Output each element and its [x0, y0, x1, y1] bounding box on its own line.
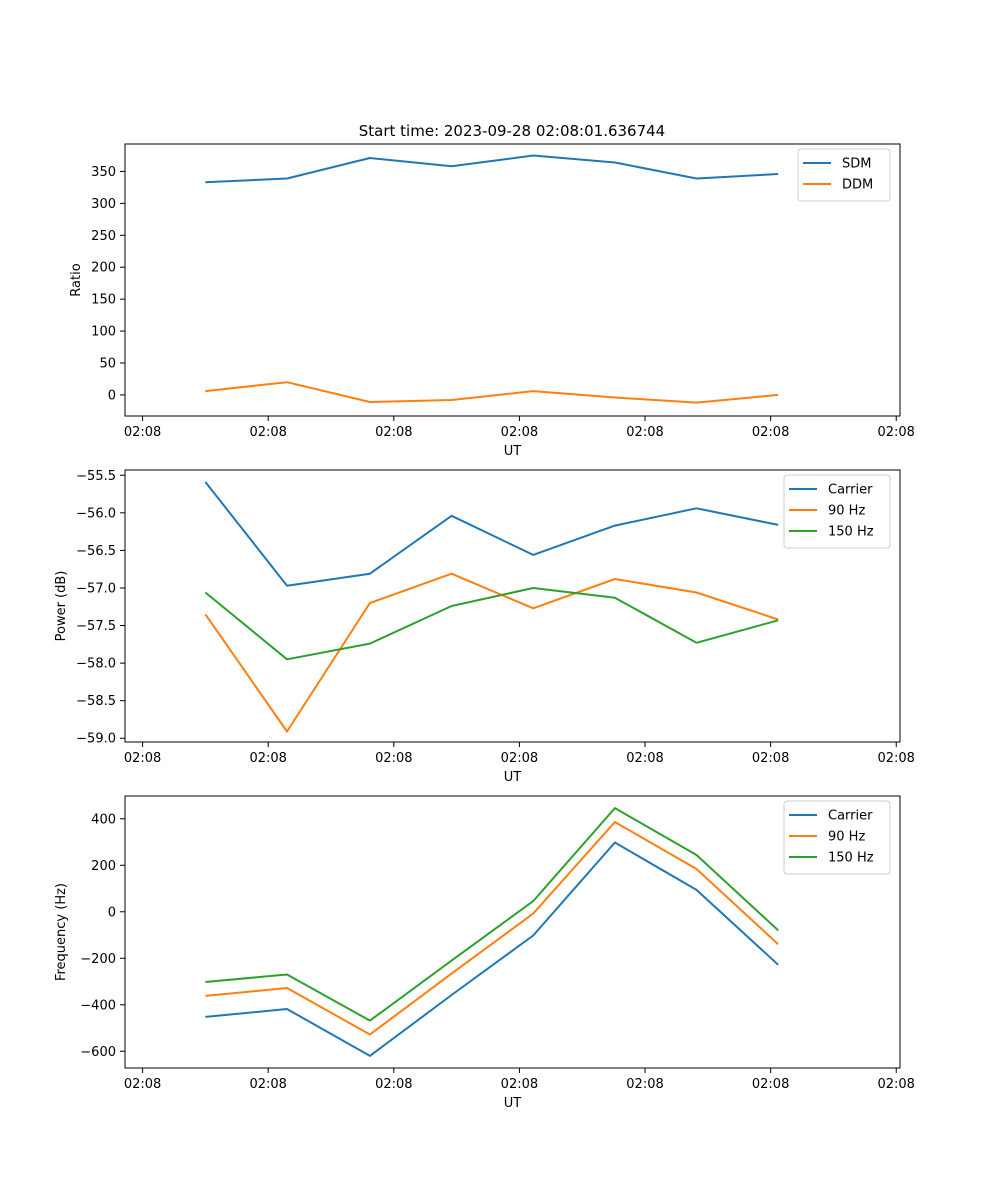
frequency-x-axis-label: UT	[504, 1096, 522, 1111]
power-y-tick-label: −57.0	[76, 581, 116, 596]
power-x-tick-label: 02:08	[877, 751, 914, 766]
power-y-tick-label: −57.5	[76, 619, 116, 634]
ratio-x-tick-label: 02:08	[752, 425, 789, 440]
frequency-y-tick-label: 0	[108, 905, 116, 920]
frequency-legend-label: 90 Hz	[828, 830, 865, 845]
frequency-y-axis-label: Frequency (Hz)	[54, 883, 69, 981]
frequency-panel: 02:0802:0802:0802:0802:0802:0802:0802:09…	[54, 795, 915, 1111]
ratio-series-line-ddm	[205, 381, 779, 404]
ratio-y-tick-label: 100	[91, 325, 116, 340]
frequency-legend-box	[783, 800, 891, 875]
frequency-x-tick-label: 02:08	[124, 1077, 161, 1092]
ratio-x-tick-label: 02:08	[375, 425, 412, 440]
frequency-y-tick-label: −600	[80, 1045, 116, 1060]
power-series-line-150-hz	[204, 587, 779, 661]
power-y-tick-label: −55.5	[76, 469, 116, 484]
frequency-y-tick-label: 400	[91, 812, 116, 827]
ratio-legend-label: DDM	[842, 178, 873, 193]
frequency-legend-label: 150 Hz	[828, 851, 874, 866]
power-y-tick-label: −59.0	[76, 732, 116, 747]
frequency-series-line-150-hz	[205, 807, 779, 1022]
power-x-axis-label: UT	[504, 770, 522, 785]
ratio-legend-label: SDM	[842, 157, 871, 172]
frequency-series-line-90-hz	[205, 821, 779, 1036]
power-x-tick-label: 02:08	[375, 751, 412, 766]
ratio-y-tick-label: 250	[91, 229, 116, 244]
frequency-axes-frame	[124, 795, 901, 1069]
power-y-tick-label: −58.5	[76, 694, 116, 709]
ratio-x-axis-label: UT	[504, 444, 522, 459]
ratio-axes-frame	[124, 143, 901, 417]
frequency-x-tick-label: 02:08	[877, 1077, 914, 1092]
power-series-line-carrier	[204, 481, 779, 587]
power-series-line-90-hz	[204, 572, 779, 733]
ratio-y-axis-label: Ratio	[69, 263, 84, 296]
frequency-series-line-carrier	[205, 841, 779, 1057]
ratio-panel: 02:0802:0802:0802:0802:0802:0802:0802:09…	[69, 143, 915, 459]
ratio-x-tick-label: 02:08	[501, 425, 538, 440]
frequency-x-tick-label: 02:08	[501, 1077, 538, 1092]
frequency-x-tick-label: 02:08	[375, 1077, 412, 1092]
power-legend-box	[783, 474, 891, 549]
ratio-y-tick-label: 200	[91, 261, 116, 276]
power-x-tick-label: 02:08	[501, 751, 538, 766]
ratio-y-tick-label: 350	[91, 165, 116, 180]
power-legend-label: Carrier	[828, 483, 873, 498]
ratio-y-tick-label: 150	[91, 293, 116, 308]
power-legend-label: 150 Hz	[828, 525, 874, 540]
frequency-x-tick-label: 02:08	[249, 1077, 286, 1092]
power-axes-frame	[124, 469, 901, 743]
frequency-x-tick-label: 02:08	[626, 1077, 663, 1092]
power-y-tick-label: −58.0	[76, 657, 116, 672]
power-y-tick-label: −56.0	[76, 506, 116, 521]
frequency-y-tick-label: 200	[91, 859, 116, 874]
power-x-tick-label: 02:08	[626, 751, 663, 766]
power-x-tick-label: 02:08	[752, 751, 789, 766]
power-legend-label: 90 Hz	[828, 504, 865, 519]
frequency-y-tick-label: −400	[80, 998, 116, 1013]
ratio-y-tick-label: 0	[108, 388, 116, 403]
ratio-x-tick-label: 02:08	[877, 425, 914, 440]
ratio-series-line-sdm	[205, 154, 779, 184]
frequency-legend: Carrier 90 Hz 150 Hz	[783, 800, 891, 875]
ratio-legend: SDM DDM	[797, 148, 891, 202]
ratio-y-tick-label: 50	[99, 357, 116, 372]
ratio-y-tick-label: 300	[91, 197, 116, 212]
ratio-x-tick-label: 02:08	[626, 425, 663, 440]
frequency-legend-label: Carrier	[828, 809, 873, 824]
power-x-tick-label: 02:08	[249, 751, 286, 766]
power-y-axis-label: Power (dB)	[54, 571, 69, 642]
ratio-x-tick-label: 02:08	[249, 425, 286, 440]
ratio-x-tick-label: 02:08	[124, 425, 161, 440]
power-x-tick-label: 02:08	[124, 751, 161, 766]
power-legend: Carrier 90 Hz 150 Hz	[783, 474, 891, 549]
power-y-tick-label: −56.5	[76, 544, 116, 559]
power-panel: 02:0802:0802:0802:0802:0802:0802:0802:09…	[54, 469, 915, 785]
frequency-y-tick-label: −200	[80, 952, 116, 967]
frequency-x-tick-label: 02:08	[752, 1077, 789, 1092]
figure-title: Start time: 2023-09-28 02:08:01.636744	[359, 122, 665, 140]
